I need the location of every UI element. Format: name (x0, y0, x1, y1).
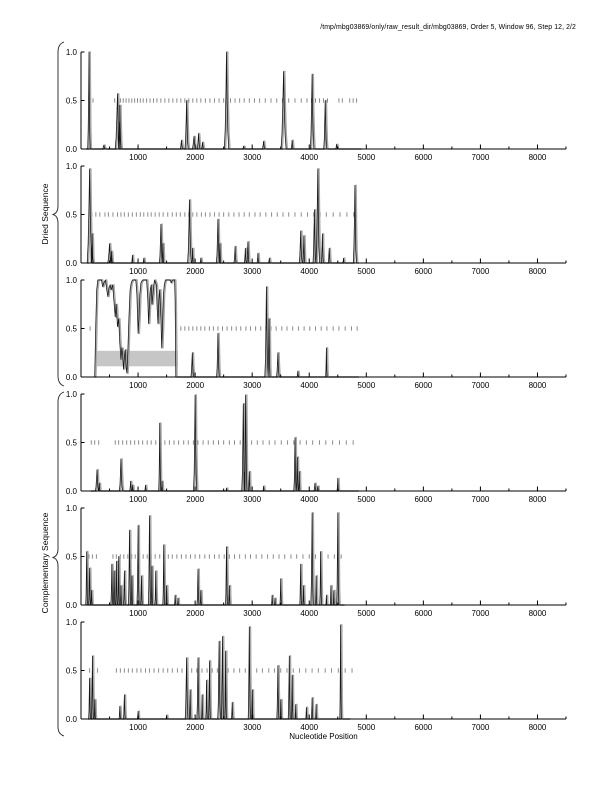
x-tick-label: 3000 (243, 723, 261, 732)
x-tick-label: 7000 (472, 267, 490, 276)
y-tick-label: 0.0 (66, 487, 78, 496)
panel-6: 0.0 0.5 1.0 1000 2000 3000 4000 5000 6000 7000 800… (66, 618, 567, 732)
x-tick-label: 5000 (357, 723, 375, 732)
x-tick-label: 1000 (129, 495, 147, 504)
x-tick-label: 5000 (357, 153, 375, 162)
x-tick-label: 4000 (300, 609, 318, 618)
half-level-markers (90, 440, 354, 445)
x-axis-title: Nucleotide Position (289, 732, 358, 741)
x-tick-label: 3000 (243, 495, 261, 504)
x-tick-label: 7000 (472, 495, 490, 504)
x-tick-label: 4000 (300, 495, 318, 504)
y-tick-label: 0.5 (66, 666, 78, 675)
y-tick-label: 0.5 (66, 438, 78, 447)
x-tick-label: 8000 (529, 381, 547, 390)
x-tick-label: 4000 (300, 267, 318, 276)
y-tick-label: 0.0 (66, 145, 78, 154)
x-tick-label: 6000 (414, 381, 432, 390)
x-tick-label: 2000 (186, 381, 204, 390)
x-tick-label: 3000 (243, 153, 261, 162)
x-tick-label: 2000 (186, 153, 204, 162)
x-tick-label: 4000 (300, 723, 318, 732)
y-tick-label: 0.5 (66, 210, 78, 219)
half-level-markers (92, 98, 358, 103)
x-tick-label: 6000 (414, 723, 432, 732)
y-tick-label: 0.0 (66, 373, 78, 382)
x-tick-label: 8000 (529, 495, 547, 504)
x-tick-label: 7000 (472, 153, 490, 162)
x-tick-label: 6000 (414, 495, 432, 504)
y-tick-label: 0.0 (66, 715, 78, 724)
x-tick-label: 3000 (243, 267, 261, 276)
x-tick-label: 5000 (357, 609, 375, 618)
y-tick-label: 1.0 (66, 504, 78, 513)
x-tick-label: 1000 (129, 267, 147, 276)
y-tick-label: 1.0 (66, 618, 78, 627)
y-tick-label: 0.0 (66, 601, 78, 610)
x-tick-label: 2000 (186, 609, 204, 618)
curve-series (94, 279, 358, 378)
curve-series (87, 624, 350, 720)
x-tick-label: 2000 (186, 267, 204, 276)
x-tick-label: 8000 (529, 267, 547, 276)
x-tick-label: 8000 (529, 723, 547, 732)
plot-title: /tmp/mbg03869/only/raw_result_dir/mbg038… (320, 24, 576, 31)
panel-5: 0.0 0.5 1.0 1000 2000 3000 4000 5000 6000 7000 800… (66, 504, 567, 618)
x-tick-label: 3000 (243, 381, 261, 390)
panel-1: 0.0 0.5 1.0 1000 2000 3000 4000 5000 6000 7000 800… (66, 48, 567, 162)
x-tick-label: 5000 (357, 495, 375, 504)
x-tick-label: 4000 (300, 381, 318, 390)
panel-3: 0.0 0.5 1.0 1000 2000 3000 4000 5000 6000 7000 800… (66, 276, 567, 390)
x-tick-label: 1000 (129, 609, 147, 618)
x-tick-label: 1000 (129, 723, 147, 732)
half-level-markers (88, 554, 342, 559)
x-tick-label: 1000 (129, 381, 147, 390)
x-tick-label: 2000 (186, 723, 204, 732)
x-tick-label: 8000 (529, 153, 547, 162)
y-tick-label: 1.0 (66, 48, 78, 57)
curve-shadow-series (85, 512, 345, 606)
x-tick-label: 4000 (300, 153, 318, 162)
x-tick-label: 3000 (243, 609, 261, 618)
highlight-region (96, 350, 178, 367)
x-tick-label: 6000 (414, 153, 432, 162)
y-tick-label: 1.0 (66, 390, 78, 399)
y-tick-label: 0.5 (66, 552, 78, 561)
x-tick-label: 7000 (472, 381, 490, 390)
x-tick-label: 8000 (529, 609, 547, 618)
x-tick-label: 2000 (186, 495, 204, 504)
y-tick-label: 0.5 (66, 324, 78, 333)
y-tick-label: 1.0 (66, 162, 78, 171)
x-tick-label: 1000 (129, 153, 147, 162)
group-label-complementary-sequence: Complementary Sequence (40, 512, 50, 614)
half-level-markers (89, 326, 358, 331)
x-tick-label: 5000 (357, 381, 375, 390)
x-tick-label: 7000 (472, 723, 490, 732)
panel-2: 0.0 0.5 1.0 1000 2000 3000 4000 5000 6000 7000 800… (66, 162, 567, 276)
y-tick-label: 1.0 (66, 276, 78, 285)
x-tick-label: 6000 (414, 609, 432, 618)
x-tick-label: 7000 (472, 609, 490, 618)
panel-4: 0.0 0.5 1.0 1000 2000 3000 4000 5000 6000 7000 800… (66, 390, 567, 504)
y-tick-label: 0.5 (66, 96, 78, 105)
group-label-dried-sequence: Dried Sequence (40, 183, 50, 245)
x-tick-label: 5000 (357, 267, 375, 276)
y-tick-label: 0.0 (66, 259, 78, 268)
x-tick-label: 6000 (414, 267, 432, 276)
